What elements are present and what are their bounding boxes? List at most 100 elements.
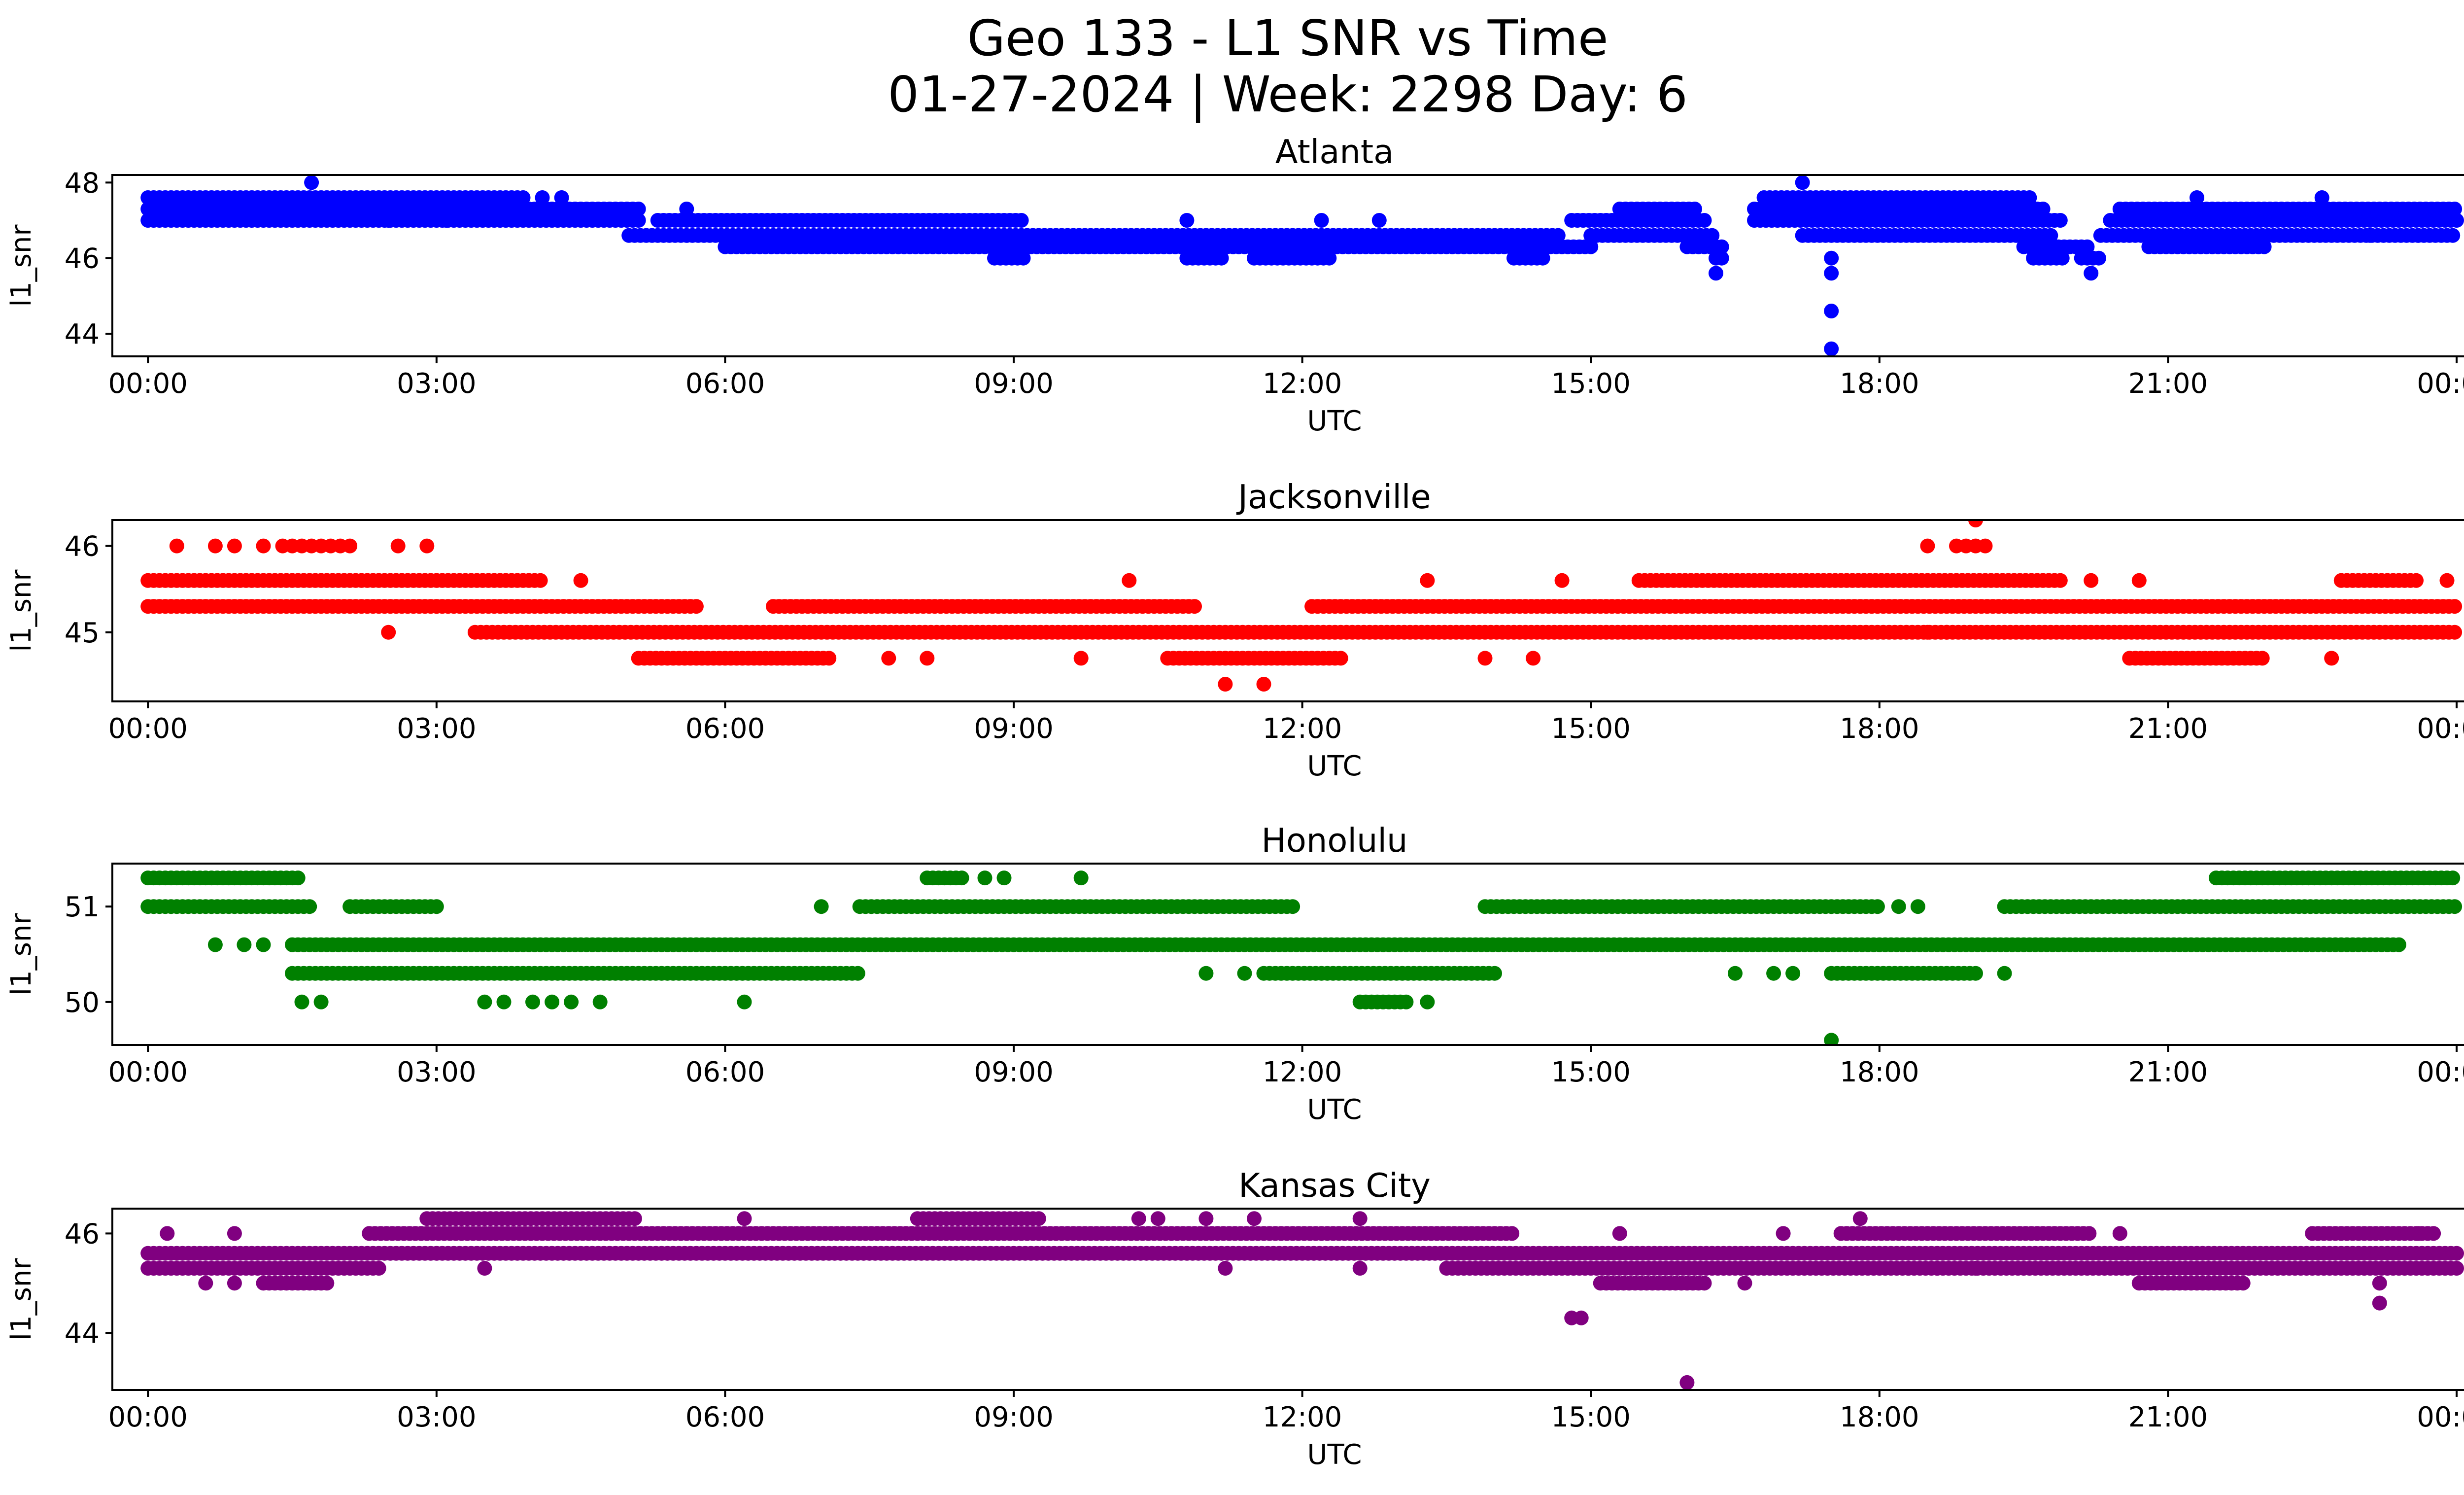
- sample-run: [631, 651, 837, 666]
- data-point: [2082, 1226, 2097, 1241]
- data-point: [429, 899, 444, 914]
- data-point: [1214, 250, 1229, 266]
- data-point: [1705, 228, 1720, 243]
- y-tick-label: 46: [65, 1218, 100, 1250]
- data-point: [2362, 228, 2378, 243]
- data-point: [1824, 1033, 1839, 1045]
- data-point: [737, 994, 752, 1009]
- data-point: [1031, 1211, 1046, 1226]
- sample-run: [467, 625, 2463, 640]
- data-point: [227, 538, 242, 554]
- y-axis-label: l1_snr: [5, 913, 37, 996]
- data-point: [1978, 538, 1993, 554]
- data-point: [2084, 266, 2099, 281]
- data-point: [1824, 304, 1839, 318]
- data-point: [1535, 250, 1550, 266]
- data-point: [881, 651, 896, 666]
- data-point: [631, 202, 646, 216]
- data-point: [1910, 899, 1925, 914]
- data-point: [198, 1276, 213, 1291]
- sample-run: [140, 190, 531, 205]
- data-point: [1795, 175, 1810, 190]
- data-point: [207, 937, 223, 952]
- data-point: [1014, 213, 1029, 228]
- y-tick-label: 46: [65, 531, 100, 563]
- sample-run: [1756, 190, 2037, 205]
- sample-run: [140, 870, 306, 886]
- panel-atlanta: Atlanta 00:00 03:00 06:00 09:00 12:00 15:00 18:…: [5, 133, 2464, 437]
- sample-run: [1631, 573, 2068, 588]
- data-point: [1247, 1211, 1262, 1226]
- sample-run: [2141, 239, 2272, 254]
- data-point: [814, 899, 829, 914]
- data-point: [533, 573, 548, 588]
- data-point: [1218, 1261, 1233, 1276]
- sample-run: [718, 239, 1599, 254]
- sample-run: [650, 213, 1029, 228]
- data-point: [2043, 228, 2058, 243]
- data-point: [737, 1211, 752, 1226]
- sample-run: [1612, 202, 1702, 216]
- data-point: [2257, 239, 2272, 254]
- x-tick-label: 09:00: [974, 1056, 1053, 1088]
- sample-run: [1709, 250, 1729, 266]
- data-point: [496, 994, 512, 1009]
- data-point: [227, 1226, 242, 1241]
- data-point: [2324, 651, 2339, 666]
- sample-run: [1795, 228, 2058, 243]
- data-point: [554, 190, 569, 205]
- data-point: [1122, 573, 1137, 588]
- data-point: [2409, 573, 2424, 588]
- data-point: [2080, 239, 2095, 254]
- data-point: [1073, 870, 1089, 886]
- sample-run: [621, 228, 1566, 243]
- x-tick-label: 03:00: [397, 1056, 476, 1088]
- data-point: [1709, 266, 1723, 281]
- data-point: [1179, 213, 1195, 228]
- sample-run: [852, 899, 1300, 914]
- x-axis-label: UTC: [1307, 1094, 1362, 1126]
- data-point: [1968, 966, 1983, 981]
- data-point: [1997, 966, 2012, 981]
- y-axis-label: l1_snr: [5, 1258, 37, 1341]
- sample-run: [1304, 599, 2463, 614]
- x-tick-label: 15:00: [1551, 368, 1631, 400]
- plot-frame: [111, 863, 2464, 1046]
- data-point: [2131, 573, 2147, 588]
- x-tick-label: 03:00: [397, 368, 476, 400]
- data-point: [1766, 966, 1781, 981]
- data-point: [631, 213, 646, 228]
- data-point: [419, 538, 435, 554]
- sample-run: [140, 1261, 386, 1276]
- data-point: [564, 994, 579, 1009]
- sample-run: [2016, 239, 2095, 254]
- data-point: [1314, 213, 1329, 228]
- y-tick-label: 50: [65, 987, 100, 1019]
- data-point: [821, 651, 837, 666]
- data-point: [1870, 899, 1885, 914]
- data-point: [1477, 651, 1493, 666]
- data-point: [1218, 677, 1233, 692]
- x-tick-label: 09:00: [974, 1401, 1053, 1433]
- data-point: [207, 538, 223, 554]
- data-point: [1824, 266, 1839, 281]
- data-point: [515, 190, 531, 205]
- sample-run: [1833, 1226, 2097, 1241]
- data-point: [477, 1261, 492, 1276]
- data-point: [313, 994, 329, 1009]
- x-tick-label: 00:00: [2417, 368, 2464, 400]
- data-point: [1891, 899, 1906, 914]
- data-point: [1073, 651, 1089, 666]
- y-tick-label: 46: [65, 243, 100, 275]
- data-point: [169, 538, 184, 554]
- data-point: [1487, 966, 1502, 981]
- data-point: [2410, 228, 2426, 243]
- x-tick-label: 18:00: [1840, 1401, 1919, 1433]
- data-point: [2391, 937, 2406, 952]
- x-tick-label: 03:00: [397, 713, 476, 745]
- data-point: [2112, 1226, 2127, 1241]
- x-tick-label: 06:00: [685, 1056, 765, 1088]
- data-point: [2449, 1246, 2464, 1261]
- data-point: [679, 202, 694, 216]
- sample-run: [2122, 651, 2270, 666]
